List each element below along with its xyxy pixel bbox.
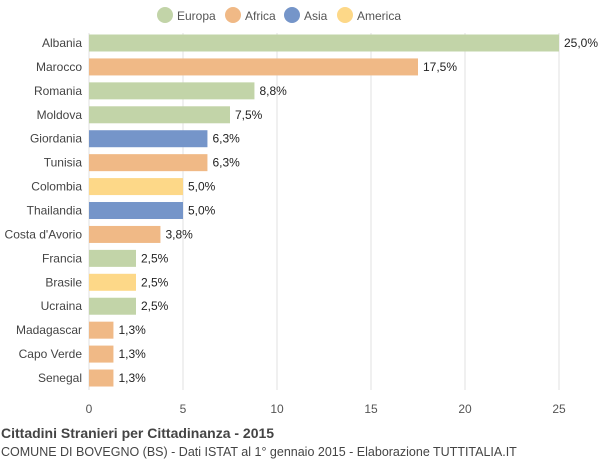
bar-madagascar [89, 321, 114, 339]
legend-marker-europa [157, 7, 173, 23]
legend-marker-america [337, 7, 353, 23]
value-label-marocco: 17,5% [423, 60, 457, 74]
value-label-albania: 25,0% [564, 36, 598, 50]
category-label-giordania: Giordania [30, 132, 82, 146]
value-label-romania: 8,8% [259, 84, 287, 98]
category-label-ucraina: Ucraina [41, 299, 83, 313]
chart-subtitle: COMUNE DI BOVEGNO (BS) - Dati ISTAT al 1… [1, 445, 517, 459]
value-label-brasile: 2,5% [141, 275, 169, 289]
bar-brasile [89, 273, 136, 291]
bar-thailandia [89, 202, 183, 220]
category-label-brasile: Brasile [45, 275, 82, 289]
category-label-francia: Francia [42, 251, 82, 265]
bar-chart: 0 5 10 15 20 25 Albania 25,0% Marocco 17,5% Romani… [5, 7, 598, 416]
value-label-francia: 2,5% [141, 251, 169, 265]
bar-moldova [89, 106, 230, 124]
bar-capo-verde [89, 345, 114, 363]
value-label-moldova: 7,5% [235, 108, 263, 122]
legend-marker-asia [284, 7, 300, 23]
bar-romania [89, 82, 255, 100]
value-label-senegal: 1,3% [118, 371, 146, 385]
category-label-romania: Romania [34, 84, 82, 98]
category-label-marocco: Marocco [36, 60, 82, 74]
legend-label-europa: Europa [177, 9, 216, 23]
category-label-colombia: Colombia [31, 180, 82, 194]
value-label-costa-d-avorio: 3,8% [165, 227, 193, 241]
bar-albania [89, 34, 559, 52]
legend-marker-africa [225, 7, 241, 23]
bar-senegal [89, 369, 114, 387]
category-label-thailandia: Thailandia [27, 204, 83, 218]
x-tick-label-20: 20 [458, 402, 472, 416]
category-label-madagascar: Madagascar [16, 323, 82, 337]
legend-label-asia: Asia [304, 9, 328, 23]
legend-label-america: America [357, 9, 401, 23]
bar-ucraina [89, 297, 136, 315]
x-tick-label-5: 5 [180, 402, 187, 416]
legend: Europa Africa Asia America [157, 7, 401, 23]
x-tick-label-15: 15 [364, 402, 378, 416]
bar-francia [89, 249, 136, 267]
value-label-giordania: 6,3% [212, 132, 240, 146]
bar-costa-d-avorio [89, 225, 161, 243]
x-tick-label-10: 10 [270, 402, 284, 416]
bar-tunisia [89, 154, 208, 172]
value-label-madagascar: 1,3% [118, 323, 146, 337]
category-label-costa-d-avorio: Costa d'Avorio [5, 227, 83, 241]
bar-giordania [89, 130, 208, 148]
x-tick-label-0: 0 [86, 402, 93, 416]
value-label-tunisia: 6,3% [212, 156, 240, 170]
category-label-tunisia: Tunisia [44, 156, 83, 170]
legend-label-africa: Africa [245, 9, 276, 23]
bar-marocco [89, 58, 418, 76]
value-label-thailandia: 5,0% [188, 204, 216, 218]
chart-title: Cittadini Stranieri per Cittadinanza - 2… [1, 425, 275, 441]
value-label-ucraina: 2,5% [141, 299, 169, 313]
category-label-albania: Albania [42, 36, 82, 50]
value-label-capo-verde: 1,3% [118, 347, 146, 361]
category-label-senegal: Senegal [38, 371, 82, 385]
bar-colombia [89, 178, 183, 196]
value-label-colombia: 5,0% [188, 180, 216, 194]
category-label-moldova: Moldova [37, 108, 83, 122]
x-tick-label-25: 25 [552, 402, 566, 416]
category-label-capo-verde: Capo Verde [19, 347, 83, 361]
